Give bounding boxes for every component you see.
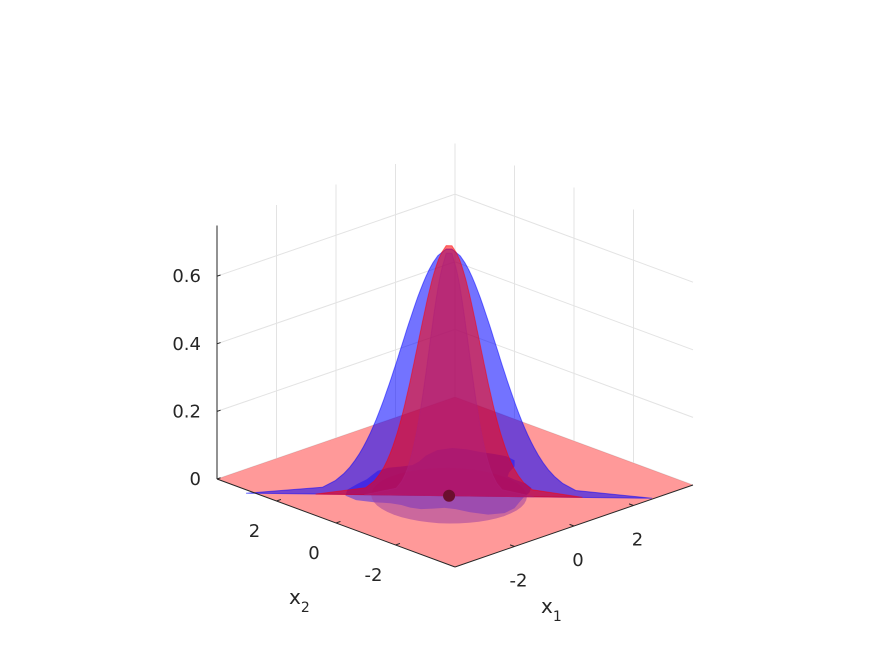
x1-tick bbox=[569, 523, 575, 527]
z-tick-label: 0.6 bbox=[172, 266, 201, 287]
x1-tick-label: -2 bbox=[510, 571, 528, 592]
x2-tick-label: -2 bbox=[365, 565, 383, 586]
z-tick-label: 0 bbox=[190, 469, 201, 490]
z-tick bbox=[216, 342, 221, 345]
x1-tick-label: 0 bbox=[572, 550, 583, 571]
x2-tick-label: 2 bbox=[249, 521, 260, 542]
x2-tick bbox=[335, 520, 341, 524]
axes: -2 0 2 -2 0 2 0 0.2 0.4 0.6 bbox=[172, 225, 694, 592]
surface-peaks bbox=[245, 245, 653, 502]
x2-axis-label: x2 bbox=[289, 585, 310, 616]
x1-tick bbox=[509, 544, 515, 547]
z-tick bbox=[216, 274, 221, 277]
peak-marker bbox=[443, 489, 456, 502]
z-tick-label: 0.2 bbox=[172, 401, 201, 422]
surface-overlap bbox=[364, 252, 535, 498]
axis-labels: x1 x2 bbox=[289, 585, 562, 625]
x2-tick bbox=[395, 542, 401, 546]
x1-axis-label: x1 bbox=[541, 594, 562, 625]
x1-tick bbox=[628, 503, 634, 506]
x1-tick-label: 2 bbox=[632, 530, 643, 551]
z-tick bbox=[216, 477, 221, 480]
z-tick-label: 0.4 bbox=[172, 334, 201, 355]
x2-tick bbox=[276, 498, 282, 502]
x2-tick-label: 0 bbox=[308, 543, 319, 564]
z-tick bbox=[216, 409, 221, 412]
